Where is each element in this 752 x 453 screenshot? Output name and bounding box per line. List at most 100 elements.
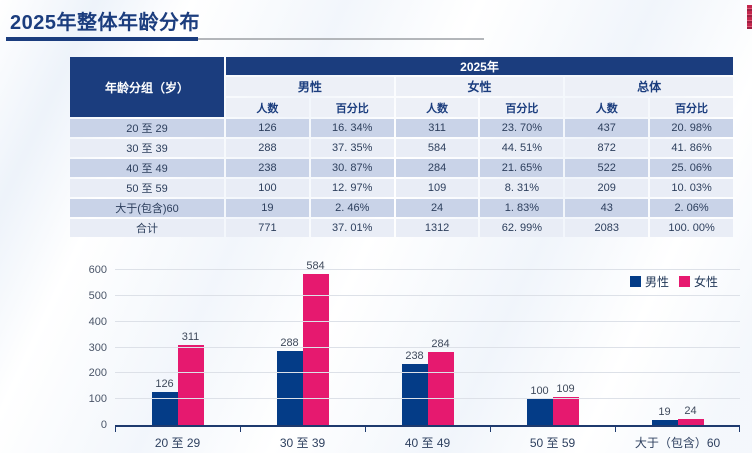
gridline [115, 398, 740, 400]
table-cell: 2. 06% [650, 199, 733, 217]
bar-value-label: 109 [556, 382, 575, 395]
header-count: 人数 [565, 98, 649, 117]
table-cell: 872 [565, 139, 649, 157]
header-male: 男性 [226, 77, 394, 96]
x-axis-category-label: 大于（包含）60 [634, 436, 721, 450]
table-cell: 37. 35% [310, 139, 394, 157]
header-percent: 百分比 [480, 98, 564, 117]
gridline [115, 269, 740, 270]
page-title: 2025年整体年龄分布 [10, 12, 200, 34]
age-distribution-bar-chart: 男性 女性 126 311 288 584 238 284 100 109 19 24 0 100 2… [68, 256, 742, 451]
x-axis-tick [615, 427, 616, 432]
bar-男性: 100 [526, 385, 553, 425]
bar-group: 19 24 [615, 270, 740, 425]
table-cell: 1312 [395, 219, 479, 237]
table-cell: 23. 70% [480, 119, 564, 137]
table-cell: 19 [226, 199, 309, 217]
table-cell: 109 [395, 179, 479, 197]
table-cell: 437 [565, 119, 649, 137]
title-underline-gray [198, 38, 484, 40]
brand-logo-icon [747, 5, 752, 29]
bar-男性: 126 [151, 378, 178, 425]
legend-label-male: 男性 [644, 275, 669, 289]
header-count: 人数 [395, 98, 479, 117]
bar-女性: 109 [552, 383, 579, 425]
header-percent: 百分比 [650, 98, 733, 117]
bar-group: 100 109 [490, 270, 615, 425]
table-cell: 25. 06% [650, 159, 733, 177]
x-axis-tick [240, 427, 241, 432]
table-cell: 2. 46% [310, 199, 394, 217]
bar-value-label: 584 [306, 260, 325, 273]
table-cell: 20. 98% [650, 119, 733, 137]
header-percent: 百分比 [310, 98, 394, 117]
gridline [115, 372, 740, 374]
bar-group: 126 311 [115, 270, 240, 425]
bar-女性: 284 [427, 338, 454, 425]
x-axis-category-label: 20 至 29 [154, 436, 201, 450]
age-distribution-table-wrap: 年龄分组（岁） 2025年 男性 女性 总体 人数 百分比 人数 百分比 人数 … [68, 55, 735, 239]
y-axis-tick-label: 300 [88, 341, 107, 354]
table-cell: 41. 86% [650, 139, 733, 157]
bar-女性: 24 [677, 405, 704, 425]
row-label: 大于(包含)60 [70, 199, 224, 217]
table-row: 20 至 29 126 16. 34% 311 23. 70% 437 20. 98% [70, 119, 733, 137]
y-axis-tick-label: 0 [100, 419, 107, 431]
header-female: 女性 [395, 77, 564, 96]
x-axis-tick [115, 427, 116, 432]
table-row: 合计 771 37. 01% 1312 62. 99% 2083 100. 00% [70, 219, 733, 237]
table-cell: 62. 99% [480, 219, 564, 237]
bar-男性: 19 [651, 406, 678, 425]
bar-value-label: 238 [405, 349, 424, 362]
female-series-swatch-icon [678, 276, 690, 287]
table-cell: 522 [565, 159, 649, 177]
table-cell: 238 [226, 159, 309, 177]
header-year: 2025年 [226, 57, 733, 75]
x-axis-tick [739, 427, 740, 432]
table-row: 大于(包含)60 19 2. 46% 24 1. 83% 43 2. 06% [70, 199, 733, 217]
table-cell: 1. 83% [480, 199, 564, 217]
table-cell: 21. 65% [480, 159, 564, 177]
y-axis-tick-label: 600 [88, 264, 107, 276]
bar-男性: 238 [401, 350, 428, 425]
legend-item-female: 女性 [678, 273, 718, 290]
table-cell: 284 [395, 159, 479, 177]
table-cell: 8. 31% [480, 179, 564, 197]
bar-value-label: 19 [658, 406, 671, 419]
chart-legend: 男性 女性 [629, 273, 718, 290]
row-label: 合计 [70, 219, 224, 237]
table-cell: 100. 00% [650, 219, 733, 237]
bar-value-label: 311 [181, 330, 200, 343]
table-cell: 771 [226, 219, 309, 237]
table-cell: 43 [565, 199, 649, 217]
table-row: 40 至 49 238 30. 87% 284 21. 65% 522 25. 06% [70, 159, 733, 177]
x-axis-category-label: 50 至 59 [529, 436, 576, 450]
table-cell: 44. 51% [480, 139, 564, 157]
y-axis-tick-label: 100 [88, 393, 107, 406]
table-cell: 100 [226, 179, 309, 197]
bar-男性: 288 [276, 337, 303, 425]
table-cell: 311 [395, 119, 479, 137]
table-cell: 10. 03% [650, 179, 733, 197]
y-axis-tick-label: 500 [88, 289, 107, 302]
table-cell: 209 [565, 179, 649, 197]
row-label: 50 至 59 [70, 179, 224, 197]
bar-group: 288 584 [240, 260, 365, 425]
x-axis-tick [365, 427, 366, 432]
bar-value-label: 24 [684, 404, 697, 417]
bar-女性: 311 [177, 331, 204, 425]
table-cell: 24 [395, 199, 479, 217]
table-cell: 12. 97% [310, 179, 394, 197]
y-axis-tick-label: 200 [88, 367, 107, 380]
legend-label-female: 女性 [693, 275, 718, 289]
table-cell: 2083 [565, 219, 649, 237]
x-axis-labels: 20 至 29 30 至 39 40 至 49 50 至 59 大于（包含）60 [115, 434, 740, 451]
bar-value-label: 288 [280, 336, 299, 349]
table-cell: 16. 34% [310, 119, 394, 137]
table-cell: 288 [226, 139, 309, 157]
y-axis-tick-label: 400 [88, 315, 107, 328]
row-label: 40 至 49 [70, 159, 224, 177]
header-age-group: 年龄分组（岁） [70, 57, 224, 117]
table-cell: 584 [395, 139, 479, 157]
